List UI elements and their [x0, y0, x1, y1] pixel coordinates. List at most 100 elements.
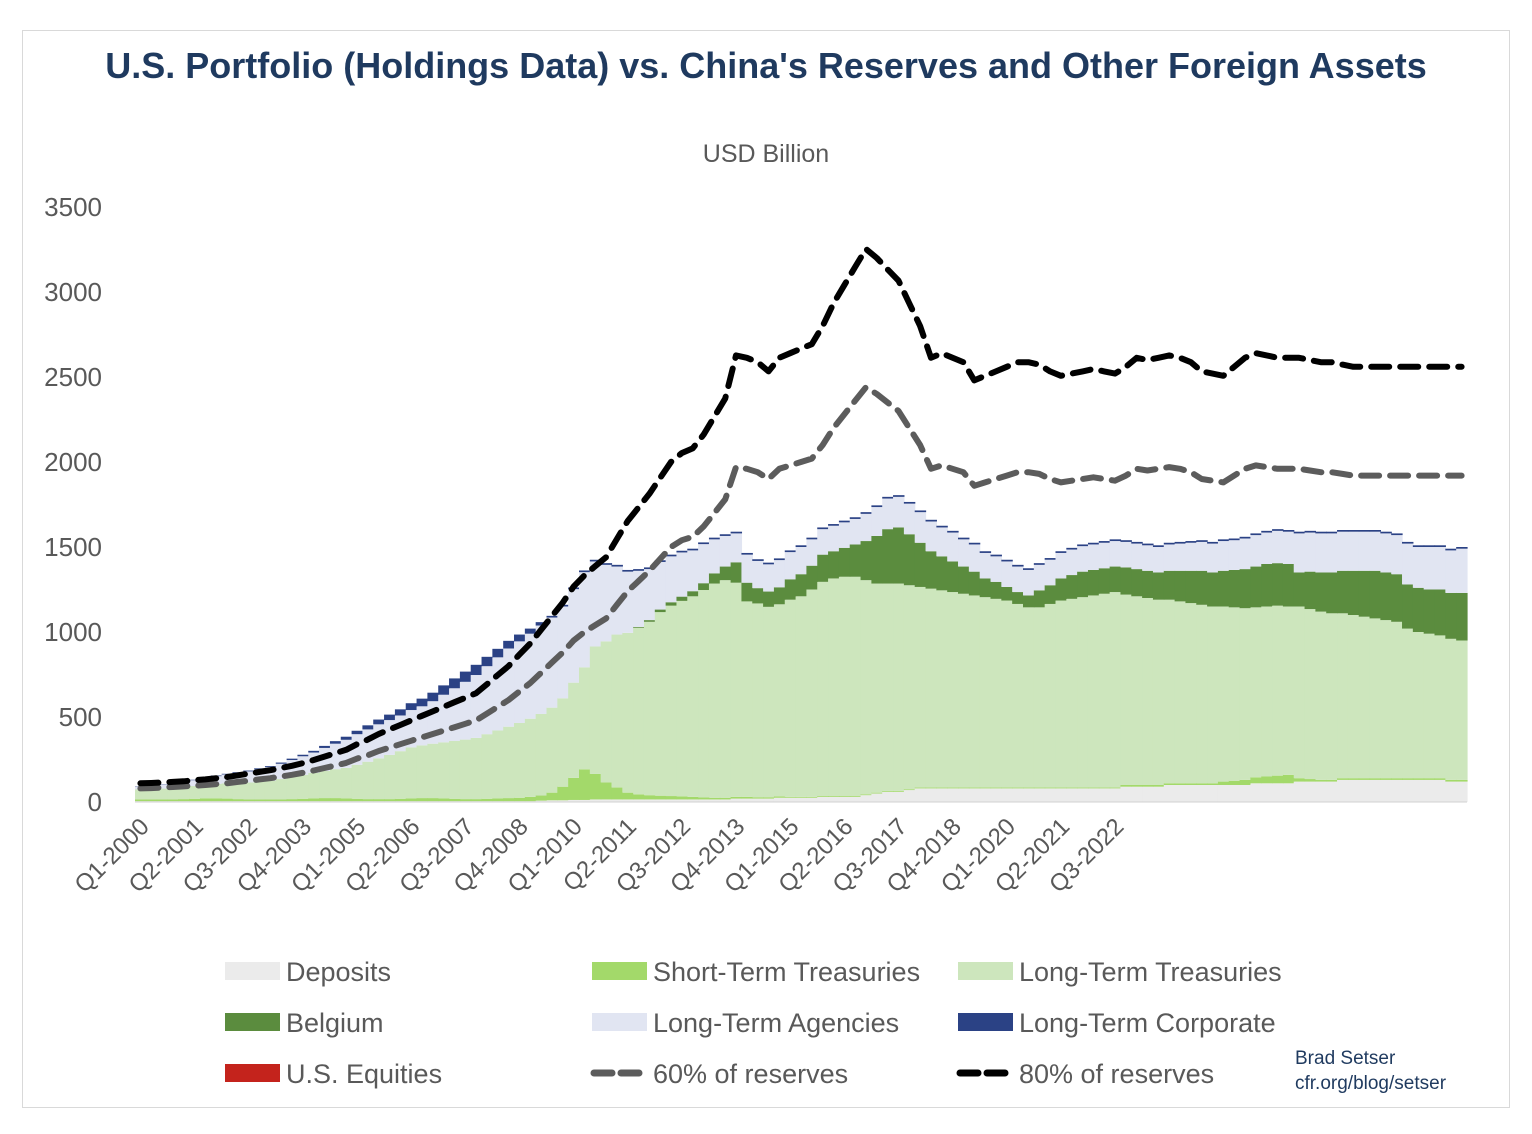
legend-swatch: [592, 962, 647, 980]
bar-short_term: [264, 799, 277, 802]
bar-long_term_treasuries: [1391, 621, 1403, 779]
credit-author: Brad Setser: [1295, 1048, 1396, 1069]
bar-deposits: [730, 798, 743, 802]
bar-deposits: [1315, 781, 1327, 802]
bar-long_term_treasuries: [351, 764, 364, 799]
bar-long_term_treasuries: [990, 598, 1002, 788]
bar-corporate: [1044, 558, 1057, 560]
y-tick-label: 1500: [44, 532, 102, 562]
bar-long_term_treasuries: [1087, 595, 1100, 788]
bar-short_term: [1077, 787, 1089, 789]
bar-agencies: [1109, 541, 1122, 567]
bar-long_term_treasuries: [1023, 607, 1035, 788]
bar-short_term: [1456, 779, 1468, 782]
bar-agencies: [882, 498, 894, 530]
bar-deposits: [1326, 781, 1338, 802]
bar-short_term: [1185, 783, 1197, 785]
bar-deposits: [903, 790, 916, 802]
bar-long_term_treasuries: [394, 751, 407, 799]
bar-long_term_treasuries: [1337, 613, 1349, 779]
bar-deposits: [1434, 779, 1446, 802]
bar-long_term_treasuries: [784, 599, 797, 797]
bar-short_term: [351, 798, 364, 802]
bar-short_term: [1261, 776, 1273, 784]
bar-deposits: [1185, 785, 1197, 802]
bar-corporate: [1282, 530, 1295, 532]
y-tick-label: 0: [88, 787, 102, 817]
bar-long_term_treasuries: [795, 596, 808, 797]
legend-item-long_term_treasuries: Long-Term Treasuries: [958, 957, 1282, 987]
bar-agencies: [470, 675, 483, 738]
bar-long_term_treasuries: [838, 576, 851, 797]
bar-agencies: [1456, 548, 1468, 593]
bar-long_term_treasuries: [1369, 618, 1381, 779]
bar-belgium: [633, 626, 645, 628]
bar-deposits: [936, 788, 948, 802]
bar-belgium: [730, 562, 743, 583]
bar-short_term: [1066, 787, 1078, 789]
bar-belgium: [687, 591, 699, 597]
bar-deposits: [589, 799, 602, 802]
bar-deposits: [1109, 788, 1122, 802]
bar-short_term: [958, 787, 970, 789]
bar-long_term_treasuries: [665, 605, 678, 797]
bar-agencies: [687, 550, 699, 592]
bar-agencies: [1423, 547, 1436, 590]
bar-long_term_treasuries: [1044, 603, 1057, 788]
bar-belgium: [838, 547, 851, 577]
bar-short_term: [568, 777, 580, 800]
bar-belgium: [1304, 571, 1316, 610]
bar-short_term: [925, 787, 937, 789]
bar-agencies: [1369, 531, 1381, 571]
legend-swatch: [225, 1064, 280, 1082]
bar-short_term: [1044, 787, 1057, 789]
bar-short_term: [1163, 783, 1176, 785]
bar-short_term: [362, 799, 374, 802]
legend-item-equities: U.S. Equities: [225, 1059, 442, 1089]
bar-agencies: [958, 539, 970, 567]
bar-deposits: [1239, 785, 1252, 802]
bar-agencies: [394, 715, 407, 752]
bar-belgium: [871, 535, 883, 584]
bar-corporate: [708, 537, 721, 540]
bar-belgium: [654, 609, 667, 613]
bar-long_term_treasuries: [860, 580, 872, 795]
bar-short_term: [1326, 779, 1338, 782]
bar-belgium: [719, 566, 732, 581]
bar-deposits: [1120, 786, 1132, 802]
bar-deposits: [1250, 783, 1262, 802]
bar-agencies: [633, 570, 645, 627]
bar-corporate: [438, 685, 450, 695]
bar-belgium: [643, 620, 656, 622]
bar-long_term_treasuries: [427, 743, 439, 799]
bar-corporate: [1456, 547, 1468, 549]
bar-belgium: [773, 587, 786, 605]
chart-frame: [22, 30, 1510, 1108]
bar-long_term_treasuries: [1077, 597, 1089, 788]
bar-corporate: [579, 570, 591, 573]
bar-deposits: [1023, 788, 1035, 802]
bar-belgium: [1001, 586, 1013, 601]
bar-long_term_treasuries: [297, 774, 309, 799]
bar-long_term_treasuries: [773, 604, 786, 797]
bar-corporate: [1066, 547, 1078, 550]
bar-deposits: [600, 799, 613, 802]
bar-corporate: [384, 714, 396, 721]
bar-belgium: [903, 534, 916, 586]
legend-label: 80% of reserves: [1019, 1059, 1214, 1089]
bar-corporate: [1087, 542, 1100, 545]
bar-long_term_treasuries: [1152, 599, 1165, 785]
bar-agencies: [1033, 564, 1046, 591]
bar-short_term: [1142, 785, 1154, 787]
bar-deposits: [535, 800, 548, 802]
bar-agencies: [427, 701, 439, 744]
bar-agencies: [654, 561, 667, 610]
bar-agencies: [1044, 559, 1057, 586]
bar-belgium: [784, 579, 797, 600]
bar-belgium: [893, 527, 905, 584]
bar-belgium: [849, 544, 862, 577]
bar-agencies: [600, 564, 613, 642]
bar-short_term: [221, 798, 234, 802]
bar-deposits: [882, 791, 894, 802]
bar-deposits: [1456, 781, 1468, 802]
